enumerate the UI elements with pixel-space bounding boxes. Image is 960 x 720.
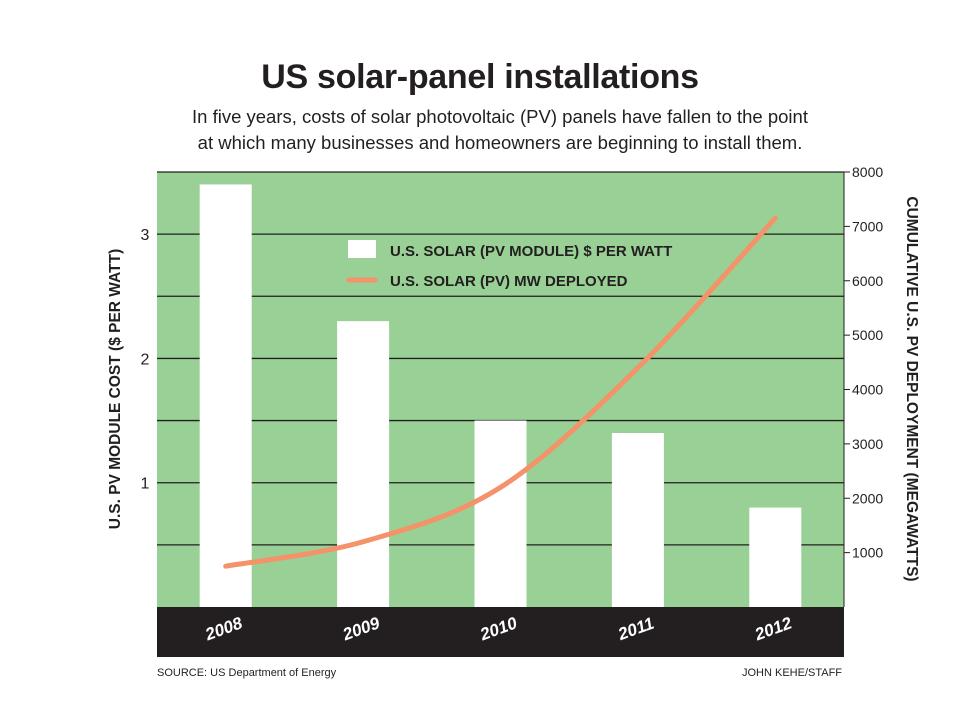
series-line-mw-deployed <box>223 215 778 569</box>
chart-title: US solar-panel installations <box>261 58 699 96</box>
credit-note: JOHN KEHE/STAFF <box>742 667 843 679</box>
subtitle-line-1: In five years, costs of solar photovolta… <box>192 106 808 127</box>
y-right-tick-label: 4000 <box>852 382 883 398</box>
legend-label-bar: U.S. SOLAR (PV MODULE) $ PER WATT <box>390 243 672 260</box>
chart-subtitle: In five years, costs of solar photovolta… <box>150 104 850 156</box>
y-right-tick-labels: 1000 2000 3000 4000 5000 6000 7000 8000 <box>844 164 883 561</box>
y-right-tick-label: 8000 <box>852 164 883 180</box>
y-right-tick-label: 6000 <box>852 273 883 289</box>
y-left-tick-label: 1 <box>141 476 150 493</box>
y-right-tick-label: 7000 <box>852 218 883 234</box>
category-band <box>157 607 844 657</box>
bar-2008 <box>199 184 252 607</box>
y-right-tick-label: 1000 <box>852 545 883 561</box>
legend: U.S. SOLAR (PV MODULE) $ PER WATT U.S. S… <box>346 240 672 290</box>
y-right-tick-label: 3000 <box>852 436 883 452</box>
bar-2010 <box>474 420 527 607</box>
y-left-tick-label: 2 <box>141 351 150 368</box>
bars <box>199 184 802 607</box>
bar-2009 <box>337 321 390 607</box>
y-right-tick-label: 2000 <box>852 490 883 506</box>
source-note: SOURCE: US Department of Energy <box>157 667 337 679</box>
legend-label-line: U.S. SOLAR (PV) MW DEPLOYED <box>390 273 628 290</box>
bar-2012 <box>749 507 802 607</box>
y-axis-right-label: CUMULATIVE U.S. PV DEPLOYMENT (MEGAWATTS… <box>903 196 920 581</box>
y-axis-left-label: U.S. PV MODULE COST ($ PER WATT) <box>107 249 124 529</box>
bar-2011 <box>611 433 664 607</box>
legend-swatch-bar <box>348 240 376 258</box>
y-left-tick-label: 3 <box>141 227 150 244</box>
y-left-tick-labels: 1 2 3 <box>141 227 150 493</box>
y-right-tick-label: 5000 <box>852 327 883 343</box>
subtitle-line-2: at which many businesses and homeowners … <box>197 132 803 153</box>
